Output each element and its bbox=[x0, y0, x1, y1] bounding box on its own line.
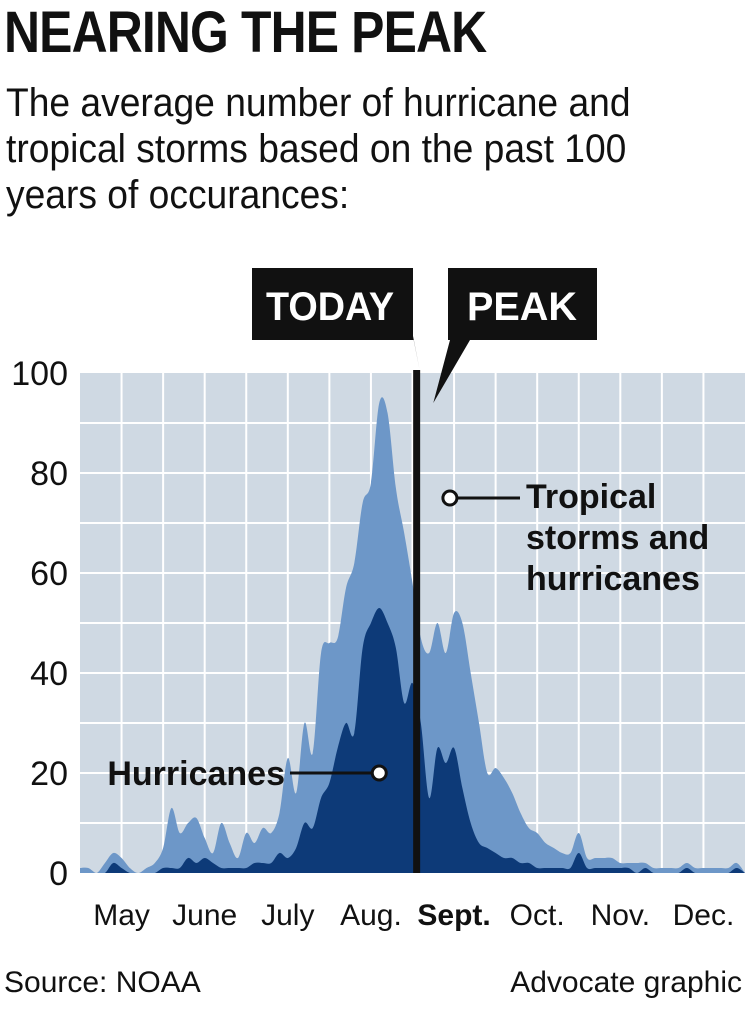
tropical-marker-dot bbox=[441, 489, 459, 507]
y-tick-label: 80 bbox=[30, 455, 68, 493]
y-axis: 0 20 40 60 80 100 bbox=[11, 355, 68, 893]
source-note: Source: NOAA bbox=[4, 966, 201, 999]
tropical-label-line: hurricanes bbox=[526, 560, 700, 598]
x-axis: May June July Aug. Sept. Oct. Nov. Dec. bbox=[93, 899, 734, 932]
page-title: NEARING THE PEAK bbox=[4, 0, 487, 65]
peak-label: PEAK bbox=[467, 285, 577, 329]
y-tick-label: 40 bbox=[30, 655, 68, 693]
peak-box bbox=[433, 268, 597, 403]
tropical-label-line: storms and bbox=[526, 519, 709, 557]
x-tick-label: Aug. bbox=[340, 899, 402, 932]
hurricanes-area bbox=[80, 608, 745, 873]
today-peak-markers: TODAY PEAK bbox=[252, 268, 597, 873]
x-tick-label: June bbox=[172, 899, 237, 932]
x-tick-label: Oct. bbox=[510, 899, 565, 932]
tropical-storms-area bbox=[80, 397, 745, 873]
tropical-label-line: Tropical bbox=[526, 478, 656, 516]
y-tick-label: 20 bbox=[30, 755, 68, 793]
today-box bbox=[252, 268, 420, 370]
y-tick-label: 0 bbox=[49, 855, 68, 893]
credit-note: Advocate graphic bbox=[510, 966, 742, 999]
x-tick-label: July bbox=[261, 899, 314, 932]
y-tick-label: 100 bbox=[11, 355, 68, 393]
today-label: TODAY bbox=[266, 285, 394, 329]
x-tick-label: Sept. bbox=[417, 899, 490, 932]
x-tick-label: May bbox=[93, 899, 150, 932]
x-tick-label: Dec. bbox=[673, 899, 735, 932]
y-tick-label: 60 bbox=[30, 555, 68, 593]
x-tick-label: Nov. bbox=[591, 899, 650, 932]
hurricanes-marker-dot bbox=[370, 764, 388, 782]
hurricanes-label: Hurricanes bbox=[107, 755, 285, 793]
page-subtitle: The average number of hurricane and trop… bbox=[6, 81, 631, 217]
